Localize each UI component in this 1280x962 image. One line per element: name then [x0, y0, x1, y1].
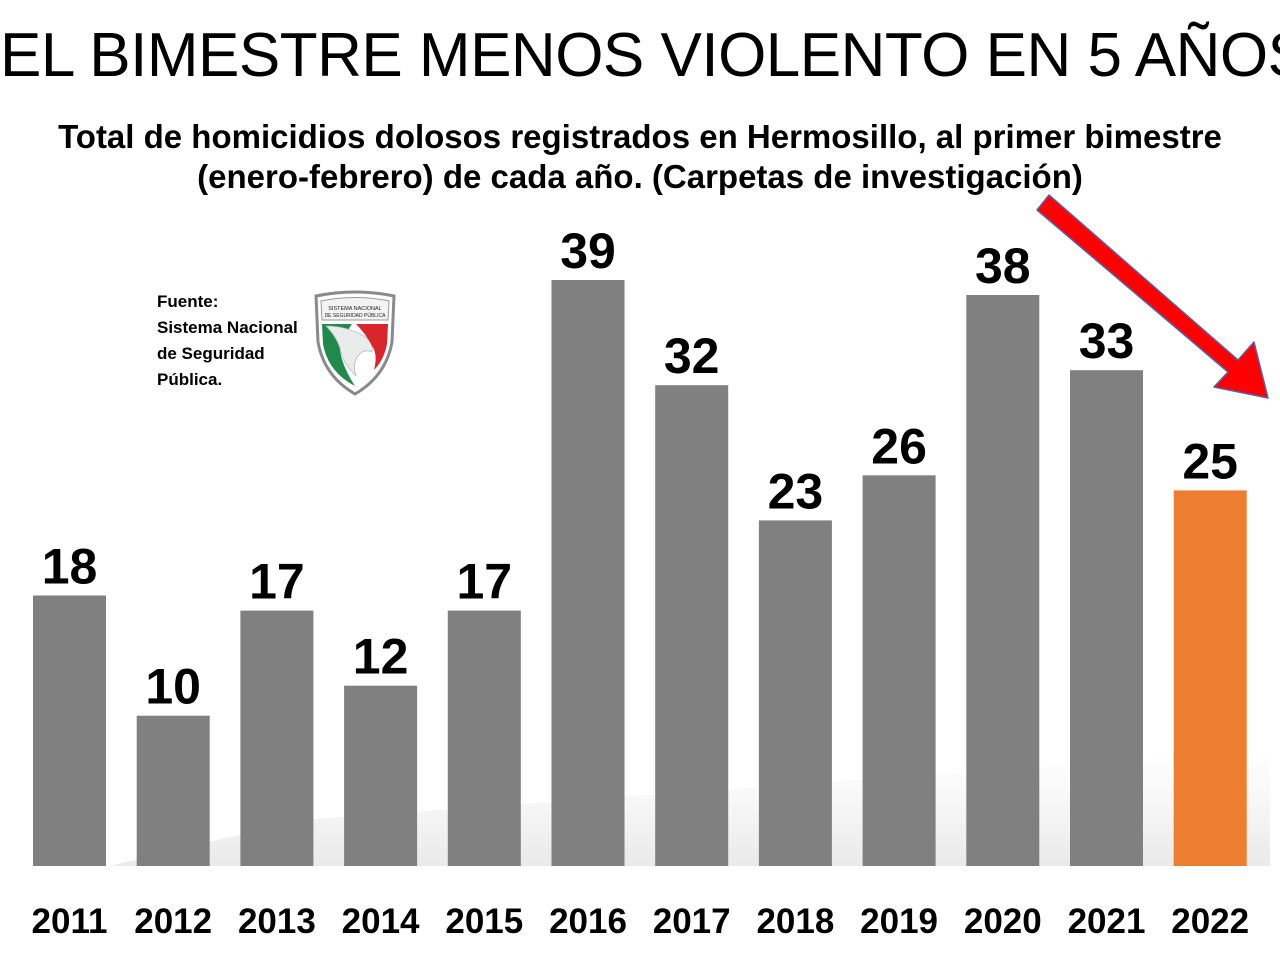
x-tick-label-2011: 2011 [32, 902, 108, 941]
x-tick-label-2013: 2013 [238, 902, 316, 941]
data-label-2012: 10 [145, 659, 201, 715]
data-label-2011: 18 [42, 539, 98, 595]
x-tick-label-2014: 2014 [342, 902, 420, 941]
bar-2018 [758, 520, 832, 866]
bar-2011 [33, 595, 106, 866]
bar-2014 [344, 685, 418, 866]
data-label-2015: 17 [456, 554, 512, 610]
x-tick-label-2018: 2018 [756, 902, 834, 941]
source-line: Sistema Nacional [157, 318, 298, 337]
source-line: Pública. [157, 370, 223, 389]
sesnsp-logo: SISTEMA NACIONAL DE SEGURIDAD PÚBLICA [314, 290, 396, 396]
svg-text:SISTEMA NACIONAL: SISTEMA NACIONAL [328, 306, 382, 312]
x-tick-label-2015: 2015 [445, 902, 523, 941]
data-label-2019: 26 [871, 418, 927, 474]
data-label-2016: 39 [560, 223, 616, 279]
bar-2017 [655, 385, 729, 866]
chart-title: EL BIMESTRE MENOS VIOLENTO EN 5 AÑOS [0, 21, 1280, 90]
bar-2013 [240, 610, 314, 866]
x-tick-label-2017: 2017 [653, 902, 731, 941]
data-label-2017: 32 [664, 328, 720, 384]
x-tick-label-2019: 2019 [860, 902, 938, 941]
bar-2015 [447, 610, 521, 866]
bar-2020 [966, 295, 1040, 866]
data-label-2022: 25 [1182, 433, 1238, 489]
down-arrow-icon [1036, 194, 1269, 399]
bar-2022 [1173, 490, 1247, 866]
svg-text:DE SEGURIDAD PÚBLICA: DE SEGURIDAD PÚBLICA [325, 312, 387, 319]
bar-2012 [136, 715, 210, 866]
data-label-2021: 33 [1079, 313, 1135, 369]
data-label-2020: 38 [975, 238, 1031, 294]
bar-2016 [551, 280, 625, 866]
x-tick-label-2021: 2021 [1068, 902, 1146, 941]
source-note: Fuente: Sistema Nacional de Seguridad Pú… [157, 289, 298, 393]
x-tick-label-2016: 2016 [549, 902, 627, 941]
x-tick-label-2012: 2012 [134, 902, 212, 941]
source-line: Fuente: [157, 292, 219, 311]
data-label-2014: 12 [353, 629, 409, 685]
data-label-2013: 17 [249, 554, 305, 610]
x-tick-label-2020: 2020 [964, 902, 1042, 941]
data-label-2018: 23 [768, 463, 824, 519]
chart-subtitle: Total de homicidios dolosos registrados … [58, 118, 1222, 195]
bar-2019 [862, 475, 936, 866]
x-tick-label-2022: 2022 [1171, 902, 1249, 941]
source-line: de Seguridad [157, 344, 265, 363]
bar-2021 [1070, 370, 1143, 866]
